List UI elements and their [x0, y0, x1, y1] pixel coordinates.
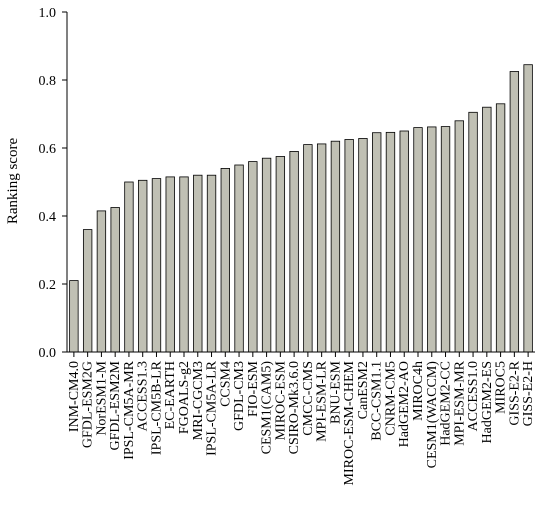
bar	[372, 132, 382, 353]
bar	[427, 126, 437, 353]
bar	[385, 131, 396, 353]
bar	[248, 161, 258, 353]
x-tick-label: INM-CM4.0	[67, 361, 82, 432]
bar	[523, 64, 533, 353]
bar	[330, 140, 341, 353]
x-tick-label: GFDL-CM3	[232, 361, 247, 431]
y-tick-label: 0.8	[39, 74, 57, 89]
x-tick-label: NorESM1-M	[94, 360, 109, 435]
bar	[316, 143, 327, 353]
x-tick-label: HadGEM2-CC	[439, 361, 454, 446]
bar	[468, 111, 478, 353]
x-tick-label: EC-EARTH	[163, 361, 178, 429]
y-axis-title: Ranking score	[5, 138, 21, 225]
bar	[124, 181, 134, 353]
x-tick-label: MIROC-ESM-CHEM	[342, 360, 357, 485]
x-axis	[67, 351, 535, 357]
bar	[220, 167, 230, 353]
bar	[96, 210, 107, 353]
y-tick-label: 0.6	[39, 142, 57, 157]
x-tick-label: IPSL-CM5B-LR	[149, 360, 164, 455]
x-tick-label: GISS-E2-H	[521, 361, 536, 426]
y-tick-label: 0.0	[39, 346, 57, 361]
bar	[482, 106, 492, 353]
bars	[69, 64, 533, 353]
bar	[82, 229, 93, 353]
x-tick-label: CanESM2	[356, 361, 371, 419]
x-tick-label: BNU-ESM	[328, 360, 343, 424]
x-tick-label: MIROC-ESM	[273, 360, 288, 440]
bar	[138, 179, 148, 353]
x-tick-label: CNRM-CM5	[383, 361, 398, 436]
bar	[454, 120, 464, 353]
bar	[289, 150, 299, 353]
y-tick-label: 0.4	[39, 210, 57, 225]
x-tick-label: HadGEM2-AO	[397, 361, 412, 447]
bar	[151, 178, 162, 353]
x-tick-label: FGOALS-g2	[177, 361, 192, 434]
x-tick-label: FIO-ESM	[246, 360, 261, 417]
x-tick-label: GISS-E2-R	[507, 360, 522, 425]
bar	[509, 71, 520, 353]
bar	[303, 144, 313, 353]
x-tick-label: ACCESS1.0	[466, 361, 481, 431]
x-tick-label: CMCC-CMS	[301, 361, 316, 436]
x-tick-label: HadGEM2-ES	[480, 361, 495, 443]
bar	[179, 176, 189, 353]
x-tick-label: IPSL-CM5A-LR	[205, 360, 220, 456]
x-tick-label: MIROC4h	[411, 361, 426, 421]
bar	[234, 164, 244, 353]
bar	[206, 174, 217, 353]
x-tick-label: GFDL-ESM2M	[108, 360, 123, 450]
x-tick-label: GFDL-ESM2G	[81, 361, 96, 448]
y-tick-label: 0.2	[39, 278, 57, 293]
x-tick-label: MIROC5	[494, 361, 509, 414]
bar	[413, 127, 423, 353]
bar	[344, 139, 354, 353]
x-tick-label: CCSM4	[218, 361, 233, 407]
bar	[275, 156, 286, 353]
y-axis: 0.0 0.2 0.4 0.6 0.8 1.0	[39, 6, 68, 361]
x-tick-label: MPI-ESM-MR	[452, 360, 467, 445]
x-tick-label: MRI-CGCM3	[191, 361, 206, 440]
y-tick-label: 1.0	[39, 6, 57, 21]
x-tick-label: CSIRO-Mk3.6.0	[287, 361, 302, 454]
bar	[495, 103, 506, 353]
bar	[440, 126, 451, 353]
bar	[110, 207, 120, 353]
bar	[399, 130, 409, 353]
bar	[69, 280, 79, 353]
bar	[165, 176, 175, 353]
bar	[261, 157, 272, 353]
bar	[358, 138, 368, 353]
x-tick-label: BCC-CSM1.1	[370, 361, 385, 441]
x-tick-label: ACCESS1.3	[136, 361, 151, 431]
x-tick-label: CESM1(WACCM)	[425, 361, 440, 469]
bar	[193, 174, 203, 353]
x-tick-label: MPI-ESM-LR	[315, 360, 330, 442]
x-tick-label: CESM1(CAM5)	[260, 361, 275, 455]
x-tick-label: IPSL-CM5A-MR	[122, 360, 137, 459]
x-tick-labels: INM-CM4.0GFDL-ESM2GNorESM1-MGFDL-ESM2MIP…	[67, 360, 536, 485]
